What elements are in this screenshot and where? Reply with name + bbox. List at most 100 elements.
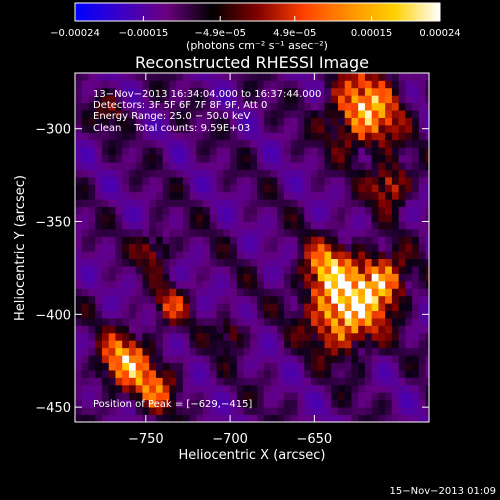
heatmap-cell [250, 184, 258, 193]
heatmap-cell [351, 332, 359, 341]
heatmap-cell [412, 370, 420, 378]
heatmap-cell [337, 147, 346, 156]
heatmap-cell [277, 340, 285, 349]
heatmap-cell [155, 176, 164, 185]
heatmap-cell [284, 206, 292, 215]
heatmap-cell [412, 280, 420, 289]
heatmap-cell [155, 318, 164, 326]
heatmap-cell [270, 362, 278, 371]
heatmap-cell [364, 95, 373, 104]
heatmap-cell [101, 399, 110, 408]
heatmap-cell [122, 139, 130, 148]
heatmap-cell [371, 377, 379, 386]
heatmap-cell [101, 80, 110, 89]
heatmap-cell [317, 117, 325, 126]
heatmap-cell [209, 102, 217, 111]
heatmap-cell [297, 251, 305, 260]
heatmap-cell [88, 340, 96, 349]
heatmap-cell [176, 414, 184, 422]
heatmap-cell [216, 280, 224, 289]
heatmap-cell [385, 355, 393, 363]
heatmap-cell [155, 273, 164, 282]
heatmap-cell [223, 95, 231, 104]
heatmap-cell [142, 124, 150, 133]
heatmap-cell [371, 370, 379, 378]
heatmap-cell [378, 258, 386, 267]
heatmap-cell [351, 87, 359, 96]
heatmap-cell [391, 362, 400, 371]
heatmap-cell [135, 332, 143, 341]
heatmap-cell [263, 124, 271, 133]
heatmap-cell [135, 176, 143, 185]
heatmap-cell [135, 169, 143, 178]
heatmap-cell [135, 355, 143, 363]
heatmap-cell [95, 87, 103, 96]
heatmap-cell [189, 332, 197, 341]
heatmap-cell [243, 332, 251, 341]
heatmap-cell [128, 318, 137, 326]
heatmap-cell [297, 266, 305, 274]
heatmap-cell [284, 162, 292, 170]
heatmap-cell [290, 80, 298, 89]
heatmap-cell [331, 332, 339, 341]
heatmap-cell [88, 162, 96, 170]
heatmap-cell [216, 228, 224, 237]
heatmap-cell [223, 332, 231, 341]
heatmap-cell [196, 370, 204, 378]
heatmap-cell [203, 176, 211, 185]
heatmap-cell [304, 147, 312, 156]
heatmap-cell [182, 295, 191, 304]
heatmap-cell [358, 154, 366, 163]
heatmap-cell [378, 206, 386, 215]
heatmap-cell [284, 214, 292, 222]
heatmap-cell [364, 318, 373, 326]
heatmap-cell [196, 340, 204, 349]
heatmap-cell [304, 414, 312, 422]
heatmap-cell [364, 228, 373, 237]
heatmap-cell [398, 414, 406, 422]
heatmap-cell [398, 295, 406, 304]
heatmap-cell [142, 228, 150, 237]
heatmap-cell [236, 295, 244, 304]
heatmap-cell [344, 362, 352, 371]
heatmap-cell [203, 206, 211, 215]
heatmap-cell [155, 258, 164, 267]
heatmap-cell [378, 318, 386, 326]
heatmap-cell [391, 295, 400, 304]
heatmap-cell [128, 176, 137, 185]
heatmap-cell [75, 355, 83, 363]
heatmap-cell [223, 310, 231, 319]
heatmap-cell [398, 176, 406, 185]
heatmap-cell [176, 251, 184, 260]
heatmap-cell [263, 414, 271, 422]
heatmap-cell [324, 169, 332, 178]
heatmap-cell [270, 392, 278, 401]
heatmap-cell [250, 251, 258, 260]
heatmap-cell [391, 80, 400, 89]
heatmap-cell [364, 258, 373, 267]
heatmap-cell [378, 176, 386, 185]
heatmap-cell [223, 303, 231, 312]
heatmap-cell [344, 318, 352, 326]
heatmap-cell [216, 318, 224, 326]
heatmap-cell [203, 266, 211, 274]
heatmap-cell [358, 258, 366, 267]
heatmap-cell [364, 169, 373, 178]
heatmap-cell [108, 414, 116, 422]
heatmap-cell [324, 228, 332, 237]
heatmap-cell [135, 147, 143, 156]
heatmap-cell [216, 377, 224, 386]
heatmap-cell [101, 355, 110, 363]
heatmap-cell [311, 399, 319, 408]
heatmap-cell [182, 162, 191, 170]
heatmap-cell [364, 251, 373, 260]
heatmap-cell [209, 236, 217, 245]
heatmap-cell [351, 124, 359, 133]
heatmap-cell [418, 251, 427, 260]
heatmap-cell [182, 377, 191, 386]
heatmap-cell [182, 310, 191, 319]
heatmap-cell [290, 236, 298, 245]
heatmap-cell [385, 176, 393, 185]
heatmap-cell [391, 147, 400, 156]
heatmap-cell [418, 280, 427, 289]
